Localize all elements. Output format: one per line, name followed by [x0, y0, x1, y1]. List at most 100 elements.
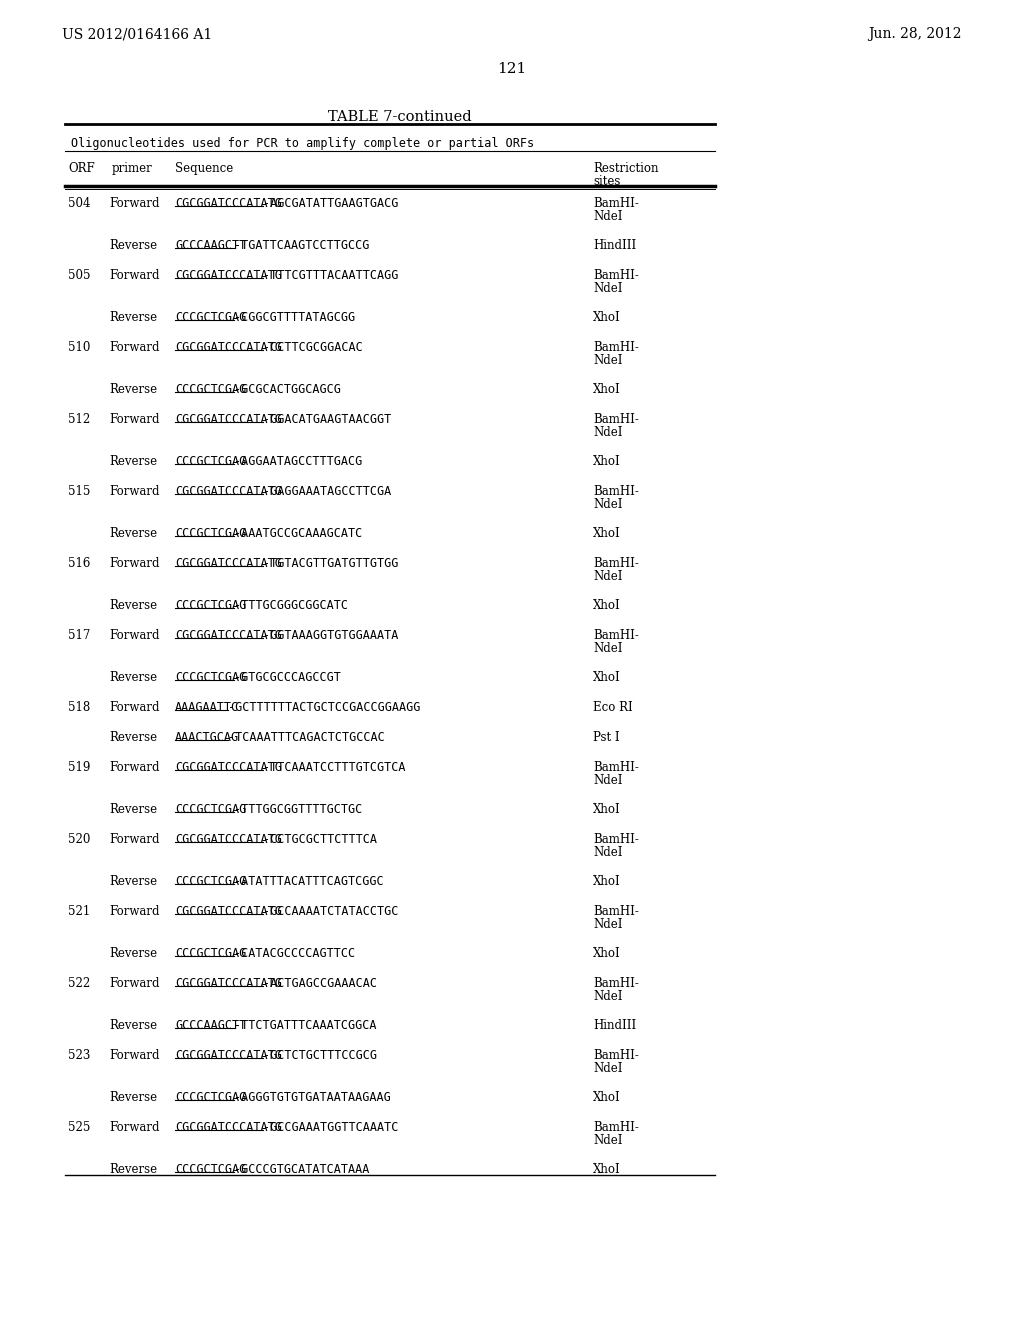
Text: NdeI: NdeI [593, 498, 623, 511]
Text: CGCGGATCCCATATG: CGCGGATCCCATATG [175, 1049, 282, 1063]
Text: Forward: Forward [109, 977, 160, 990]
Text: CCCGCTCGAG: CCCGCTCGAG [175, 946, 246, 960]
Text: Reverse: Reverse [109, 1019, 157, 1032]
Text: AAAGAATTC: AAAGAATTC [175, 701, 240, 714]
Text: Forward: Forward [109, 1049, 160, 1063]
Text: BamHI-: BamHI- [593, 269, 639, 282]
Text: Reverse: Reverse [109, 599, 157, 612]
Text: BamHI-: BamHI- [593, 413, 639, 426]
Text: 521: 521 [68, 906, 90, 917]
Text: NdeI: NdeI [593, 210, 623, 223]
Text: CCCGCTCGAG: CCCGCTCGAG [175, 599, 246, 612]
Text: -CATACGCCCCAGTTCC: -CATACGCCCCAGTTCC [233, 946, 354, 960]
Text: NdeI: NdeI [593, 1063, 623, 1074]
Text: CGCGGATCCCATATG: CGCGGATCCCATATG [175, 630, 282, 642]
Text: -CCTTCGCGGACAC: -CCTTCGCGGACAC [263, 341, 362, 354]
Text: Reverse: Reverse [109, 239, 157, 252]
Text: -CGGCGTTTTATAGCGG: -CGGCGTTTTATAGCGG [233, 312, 354, 323]
Text: XhoI: XhoI [593, 1092, 621, 1104]
Text: -AGGAATAGCCTTTGACG: -AGGAATAGCCTTTGACG [233, 455, 361, 469]
Text: GCCCAAGCTT: GCCCAAGCTT [175, 239, 246, 252]
Text: ORF: ORF [68, 162, 95, 176]
Text: 512: 512 [68, 413, 90, 426]
Text: TABLE 7-continued: TABLE 7-continued [328, 110, 472, 124]
Text: 505: 505 [68, 269, 90, 282]
Text: US 2012/0164166 A1: US 2012/0164166 A1 [62, 26, 212, 41]
Text: XhoI: XhoI [593, 875, 621, 888]
Text: CGCGGATCCCATATG: CGCGGATCCCATATG [175, 197, 282, 210]
Text: NdeI: NdeI [593, 426, 623, 440]
Text: Reverse: Reverse [109, 527, 157, 540]
Text: NdeI: NdeI [593, 1134, 623, 1147]
Text: Reverse: Reverse [109, 731, 157, 744]
Text: XhoI: XhoI [593, 527, 621, 540]
Text: CCCGCTCGAG: CCCGCTCGAG [175, 1163, 246, 1176]
Text: 522: 522 [68, 977, 90, 990]
Text: Forward: Forward [109, 1121, 160, 1134]
Text: CGCGGATCCCATATG: CGCGGATCCCATATG [175, 1121, 282, 1134]
Text: -AAATGCCGCAAAGCATC: -AAATGCCGCAAAGCATC [233, 527, 361, 540]
Text: CCCGCTCGAG: CCCGCTCGAG [175, 455, 246, 469]
Text: -GCCCGTGCATATCATAAA: -GCCCGTGCATATCATAAA [233, 1163, 369, 1176]
Text: Reverse: Reverse [109, 671, 157, 684]
Text: 520: 520 [68, 833, 90, 846]
Text: -AGCGATATTGAAGTGACG: -AGCGATATTGAAGTGACG [263, 197, 398, 210]
Text: 517: 517 [68, 630, 90, 642]
Text: -TTCAAATCCTTTGTCGTCA: -TTCAAATCCTTTGTCGTCA [263, 762, 406, 774]
Text: primer: primer [112, 162, 153, 176]
Text: Forward: Forward [109, 413, 160, 426]
Text: CGCGGATCCCATATG: CGCGGATCCCATATG [175, 762, 282, 774]
Text: Reverse: Reverse [109, 803, 157, 816]
Text: CCCGCTCGAG: CCCGCTCGAG [175, 803, 246, 816]
Text: XhoI: XhoI [593, 312, 621, 323]
Text: -TTTGGCGGTTTTGCTGC: -TTTGGCGGTTTTGCTGC [233, 803, 361, 816]
Text: GCCCAAGCTT: GCCCAAGCTT [175, 1019, 246, 1032]
Text: NdeI: NdeI [593, 354, 623, 367]
Text: BamHI-: BamHI- [593, 484, 639, 498]
Text: -GGTAAAGGTGTGGAAATA: -GGTAAAGGTGTGGAAATA [263, 630, 398, 642]
Text: 515: 515 [68, 484, 90, 498]
Text: -TTCTGATTTCAAATCGGCA: -TTCTGATTTCAAATCGGCA [233, 1019, 376, 1032]
Text: 518: 518 [68, 701, 90, 714]
Text: CGCGGATCCCATATG: CGCGGATCCCATATG [175, 977, 282, 990]
Text: sites: sites [593, 176, 621, 187]
Text: CGCGGATCCCATATG: CGCGGATCCCATATG [175, 269, 282, 282]
Text: Forward: Forward [109, 484, 160, 498]
Text: BamHI-: BamHI- [593, 197, 639, 210]
Text: Forward: Forward [109, 762, 160, 774]
Text: -AGGGTGTGTGATAATAAGAAG: -AGGGTGTGTGATAATAAGAAG [233, 1092, 390, 1104]
Text: Eco RI: Eco RI [593, 701, 633, 714]
Text: CGCGGATCCCATATG: CGCGGATCCCATATG [175, 557, 282, 570]
Text: 504: 504 [68, 197, 90, 210]
Text: XhoI: XhoI [593, 1163, 621, 1176]
Text: CCCGCTCGAG: CCCGCTCGAG [175, 671, 246, 684]
Text: 519: 519 [68, 762, 90, 774]
Text: Forward: Forward [109, 701, 160, 714]
Text: -GCCAAAATCTATACCTGC: -GCCAAAATCTATACCTGC [263, 906, 398, 917]
Text: XhoI: XhoI [593, 803, 621, 816]
Text: BamHI-: BamHI- [593, 630, 639, 642]
Text: CGCGGATCCCATATG: CGCGGATCCCATATG [175, 906, 282, 917]
Text: CGCGGATCCCATATG: CGCGGATCCCATATG [175, 833, 282, 846]
Text: NdeI: NdeI [593, 846, 623, 859]
Text: Reverse: Reverse [109, 312, 157, 323]
Text: -GCTCTGCTTTCCGCG: -GCTCTGCTTTCCGCG [263, 1049, 377, 1063]
Text: Forward: Forward [109, 630, 160, 642]
Text: Jun. 28, 2012: Jun. 28, 2012 [868, 26, 962, 41]
Text: HindIII: HindIII [593, 239, 636, 252]
Text: Pst I: Pst I [593, 731, 620, 744]
Text: -TTTGCGGGCGGCATC: -TTTGCGGGCGGCATC [233, 599, 347, 612]
Text: CGCGGATCCCATATG: CGCGGATCCCATATG [175, 341, 282, 354]
Text: Forward: Forward [109, 906, 160, 917]
Text: BamHI-: BamHI- [593, 762, 639, 774]
Text: -GGACATGAAGTAACGGT: -GGACATGAAGTAACGGT [263, 413, 391, 426]
Text: XhoI: XhoI [593, 671, 621, 684]
Text: -TCAAATTTCAGACTCTGCCAC: -TCAAATTTCAGACTCTGCCAC [227, 731, 384, 744]
Text: -TGATTCAAGTCCTTGCCG: -TGATTCAAGTCCTTGCCG [233, 239, 369, 252]
Text: -TTTCGTTTACAATTCAGG: -TTTCGTTTACAATTCAGG [263, 269, 398, 282]
Text: CCCGCTCGAG: CCCGCTCGAG [175, 383, 246, 396]
Text: BamHI-: BamHI- [593, 557, 639, 570]
Text: -GTGCGCCCAGCCGT: -GTGCGCCCAGCCGT [233, 671, 340, 684]
Text: Oligonucleotides used for PCR to amplify complete or partial ORFs: Oligonucleotides used for PCR to amplify… [71, 137, 535, 150]
Text: BamHI-: BamHI- [593, 833, 639, 846]
